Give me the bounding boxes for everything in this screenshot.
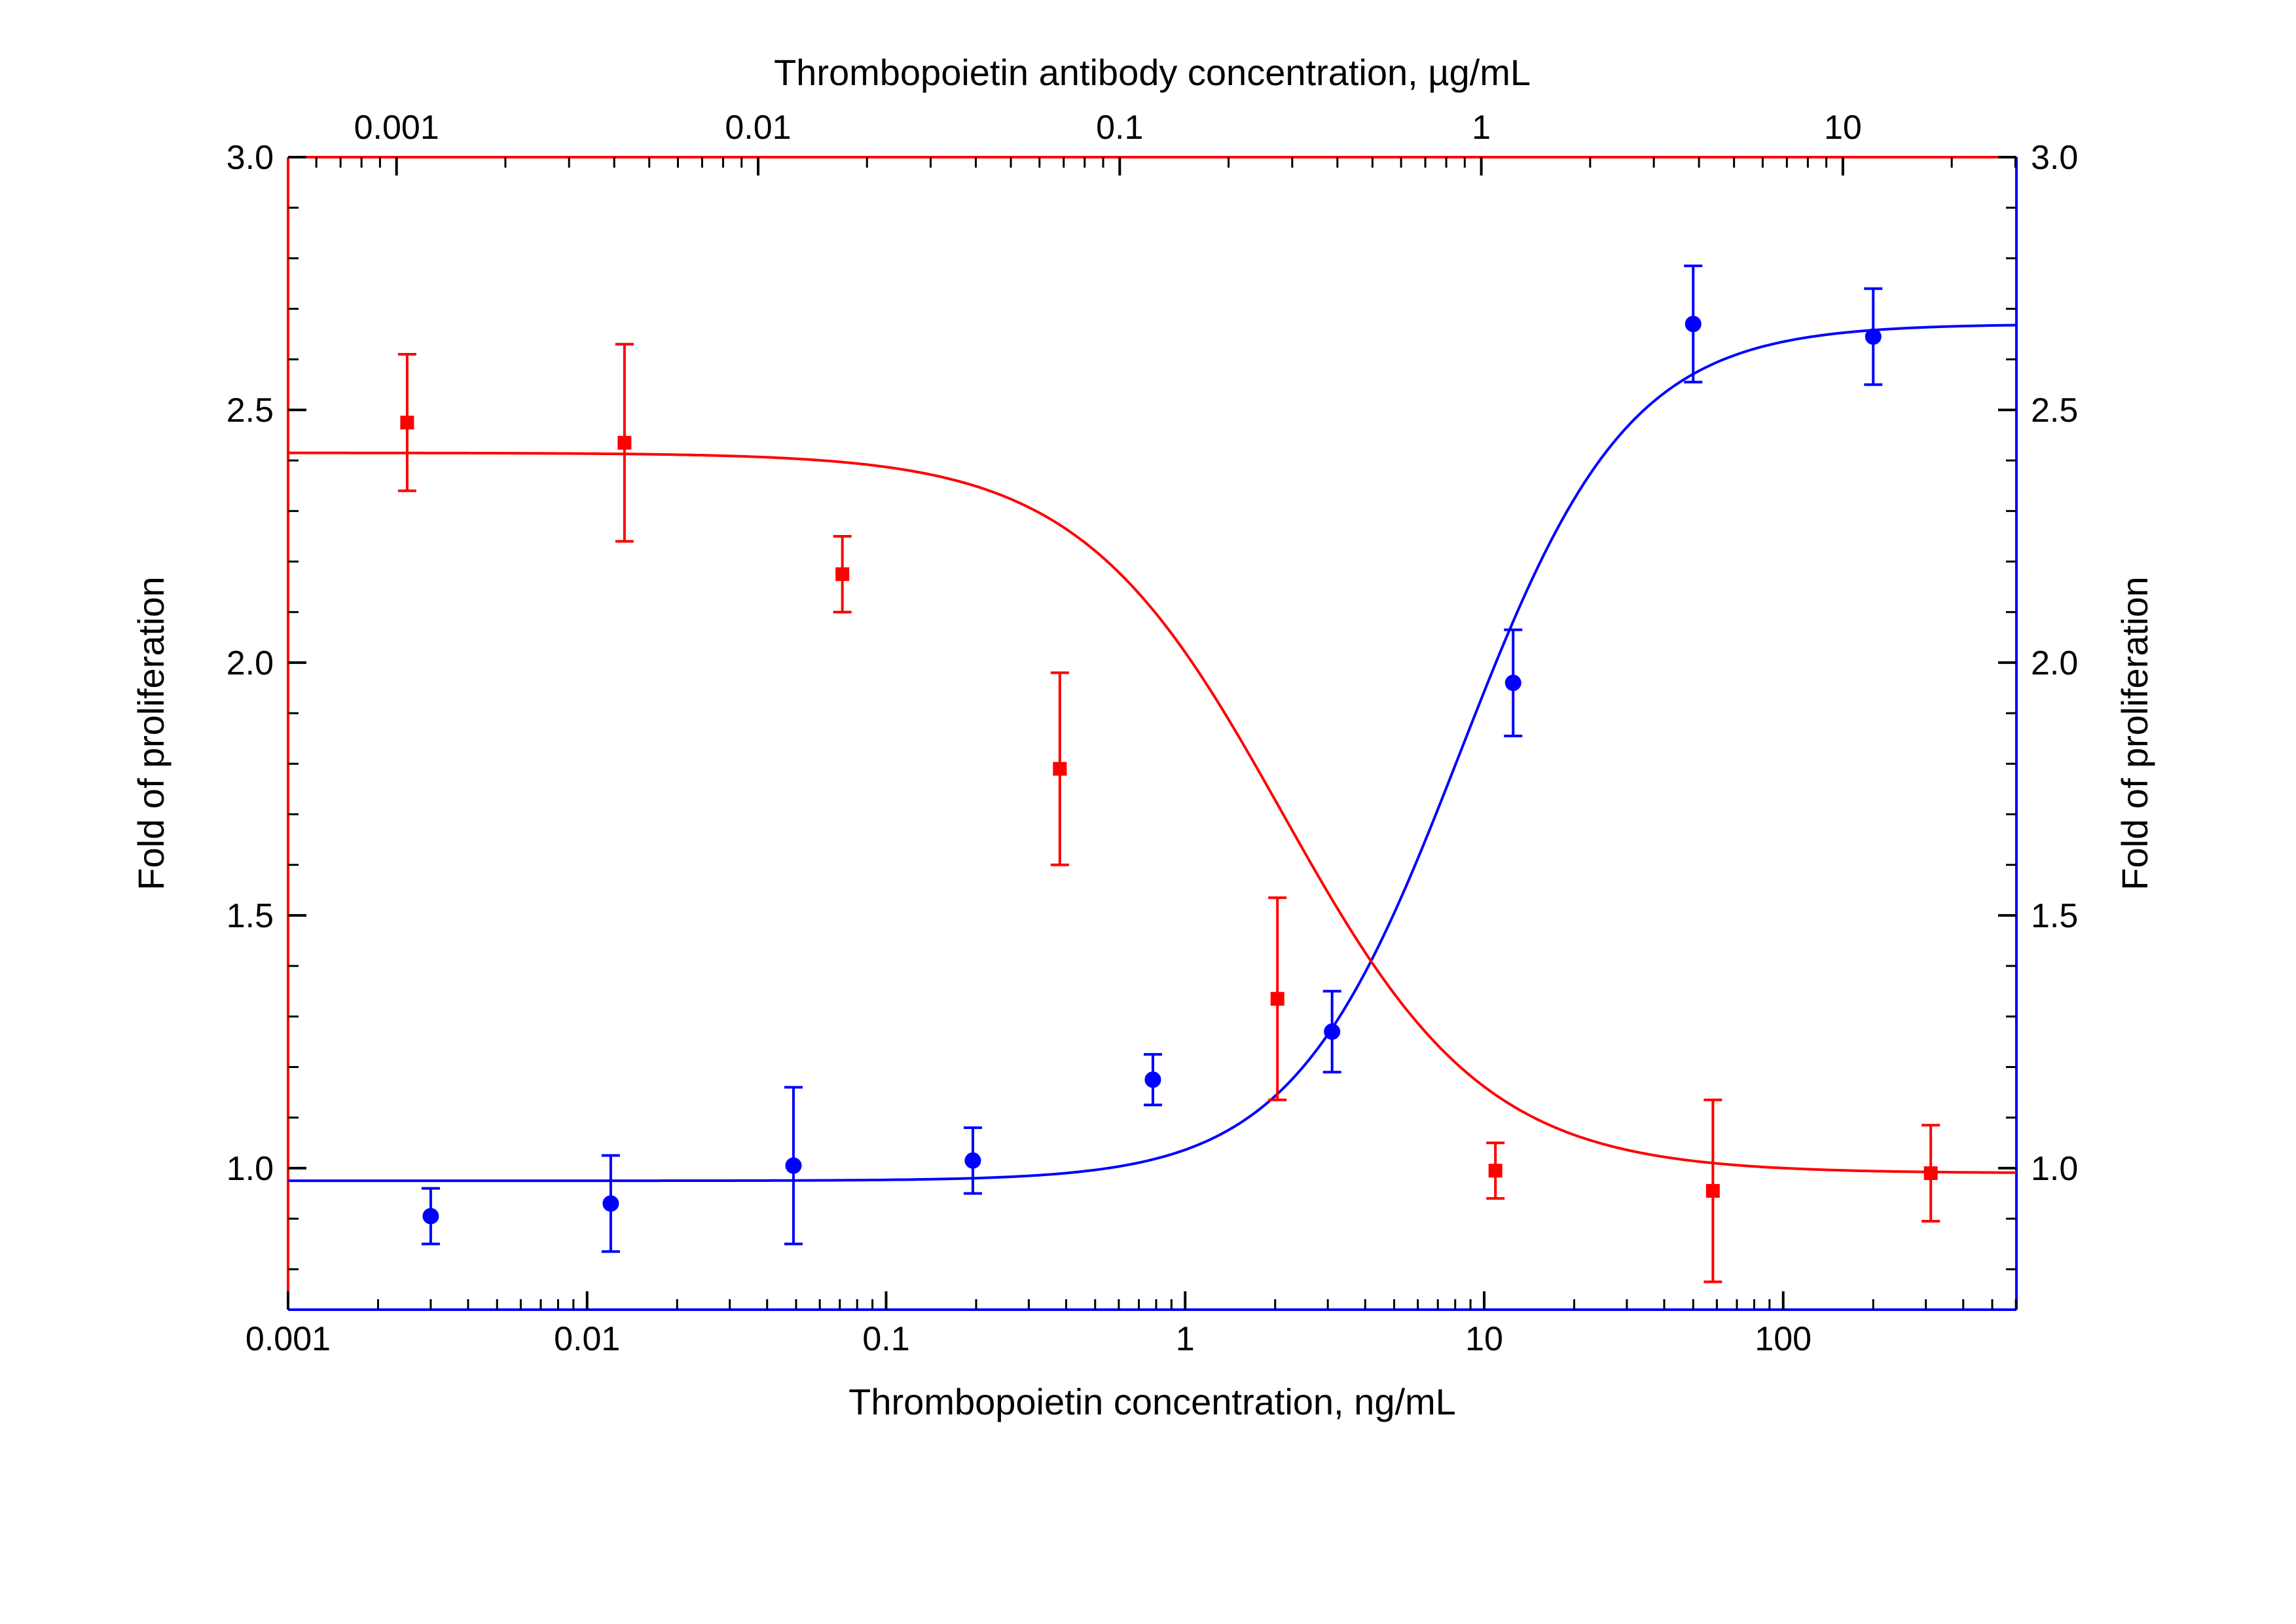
svg-text:1.5: 1.5 [227, 897, 274, 935]
svg-text:10: 10 [1465, 1320, 1503, 1358]
svg-text:3.0: 3.0 [227, 139, 274, 177]
svg-text:1: 1 [1176, 1320, 1195, 1358]
svg-text:1.0: 1.0 [227, 1150, 274, 1188]
svg-text:2.0: 2.0 [227, 644, 274, 682]
svg-text:0.1: 0.1 [1096, 109, 1143, 147]
svg-text:1.5: 1.5 [2031, 897, 2078, 935]
svg-text:0.01: 0.01 [554, 1320, 620, 1358]
blue-point [423, 1208, 439, 1224]
svg-text:Thrombopoietin antibody concen: Thrombopoietin antibody concentration, µ… [774, 52, 1531, 93]
blue-point [786, 1158, 801, 1173]
red-point [1706, 1185, 1719, 1198]
red-point [618, 436, 631, 449]
svg-text:0.001: 0.001 [354, 109, 439, 147]
svg-text:10: 10 [1824, 109, 1862, 147]
red-point [1924, 1167, 1937, 1180]
svg-text:1.0: 1.0 [2031, 1150, 2078, 1188]
svg-text:0.1: 0.1 [862, 1320, 909, 1358]
blue-point [1685, 316, 1701, 332]
blue-point [1324, 1024, 1340, 1039]
y-axis-label-right: Fold of proliferation [2114, 576, 2155, 890]
dose-response-chart: 1.0 1.0 1.5 1.5 2.0 2.0 2.5 2.5 3.0 3.0 0.001 0.01 0… [0, 0, 2296, 1624]
svg-text:100: 100 [1755, 1320, 1812, 1358]
svg-text:0.001: 0.001 [246, 1320, 331, 1358]
y-axis-label-left: Fold of proliferation [130, 576, 172, 890]
svg-text:1: 1 [1472, 109, 1491, 147]
svg-text:0.01: 0.01 [725, 109, 791, 147]
red-point [401, 416, 414, 429]
blue-point [965, 1153, 981, 1168]
blue-point [603, 1196, 619, 1211]
blue-point [1145, 1072, 1161, 1088]
red-point [1271, 992, 1284, 1005]
red-point [1489, 1164, 1502, 1177]
red-point [836, 568, 849, 581]
svg-text:2.5: 2.5 [2031, 392, 2078, 430]
red-point [1053, 762, 1066, 775]
svg-text:2.0: 2.0 [2031, 644, 2078, 682]
blue-point [1865, 329, 1881, 344]
blue-point [1505, 675, 1521, 691]
chart-svg: 1.0 1.0 1.5 1.5 2.0 2.0 2.5 2.5 3.0 3.0 0.001 0.01 0… [0, 0, 2296, 1624]
svg-text:2.5: 2.5 [227, 392, 274, 430]
svg-text:3.0: 3.0 [2031, 139, 2078, 177]
svg-text:Thrombopoietin concentration,: Thrombopoietin concentration, ng/mL [848, 1381, 1456, 1422]
